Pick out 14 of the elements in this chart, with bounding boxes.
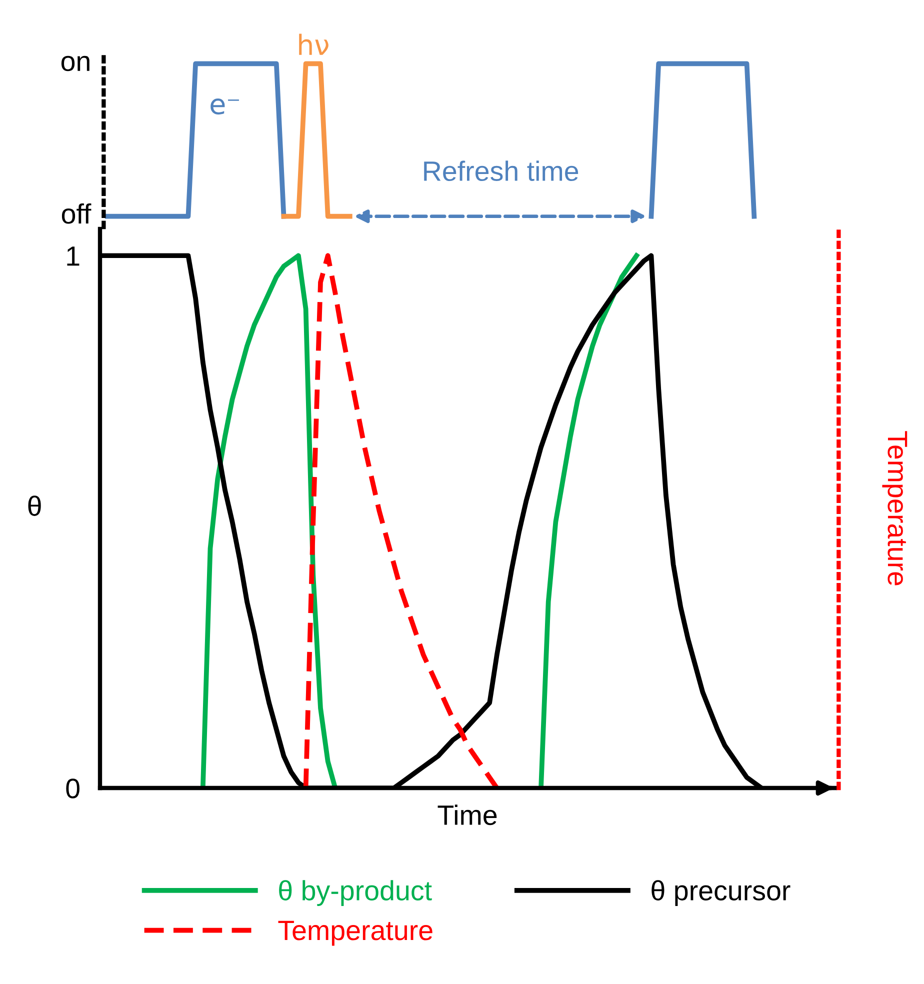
legend-label: Temperature (278, 920, 432, 946)
y2-axis-title: Temperature (882, 431, 908, 586)
y-tick-label: 1 (67, 246, 80, 266)
line-series (303, 253, 500, 788)
text: off (62, 203, 92, 224)
x-axis-title: Time (438, 804, 497, 826)
y-axis-title: θ (28, 496, 41, 516)
legend-label: θ precursor (652, 880, 790, 906)
legend-label: θ by-product (279, 880, 432, 906)
series-label: hν (299, 34, 328, 55)
series-label: e⁻ (210, 98, 239, 114)
text: on (61, 56, 90, 72)
annotation: Refresh time (424, 160, 578, 182)
y-tick-label: 0 (66, 778, 80, 798)
